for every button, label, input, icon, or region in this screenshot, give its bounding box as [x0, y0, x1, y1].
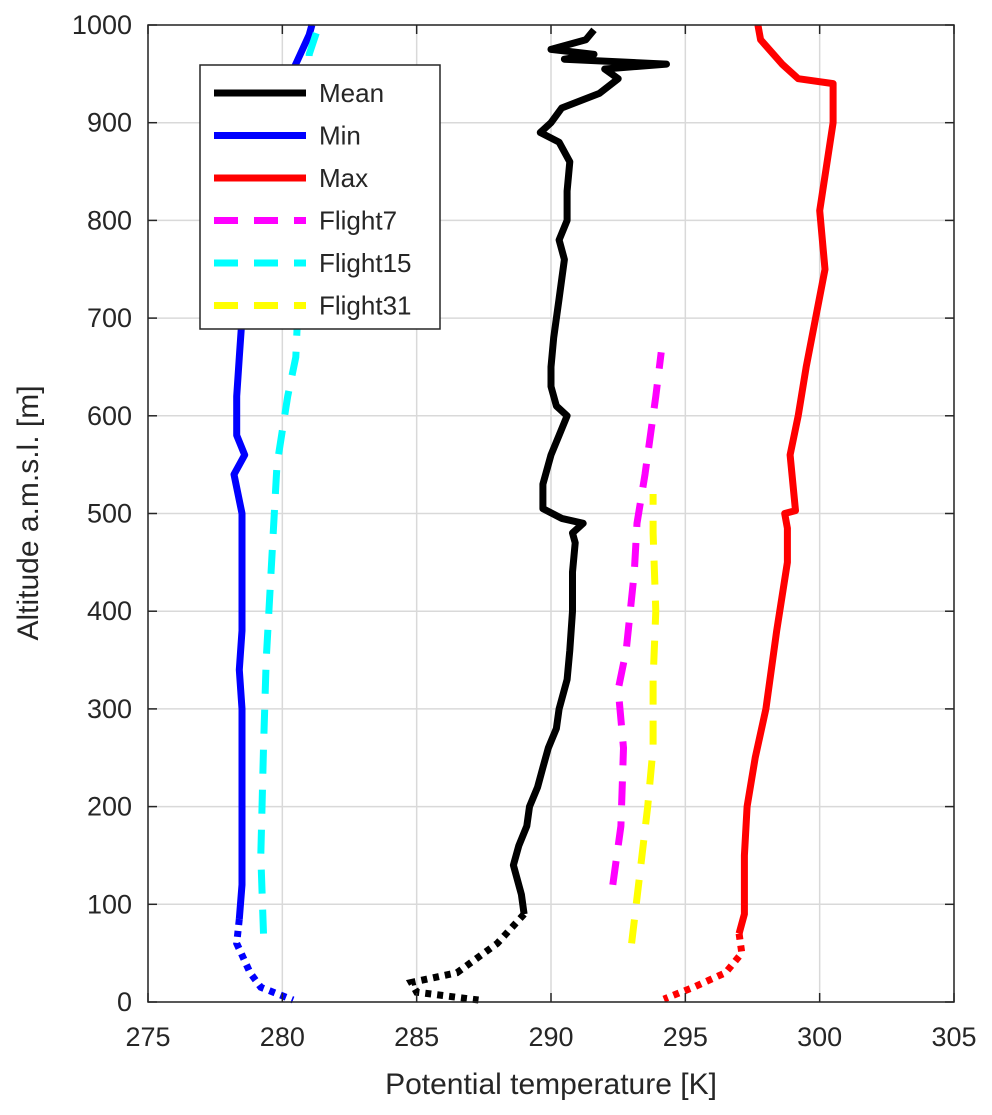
y-tick-labels: 0 100 200 300 400 500 600 700 800 900 1000	[72, 10, 132, 1017]
legend-box	[199, 64, 441, 330]
x-tick-label: 285	[394, 1022, 439, 1052]
legend-label-flight31: Flight31	[319, 291, 412, 321]
tick-marks	[147, 24, 955, 1003]
x-tick-label: 280	[260, 1022, 305, 1052]
legend-label-mean: Mean	[319, 78, 384, 108]
x-tick-label: 300	[797, 1022, 842, 1052]
x-tick-label: 305	[931, 1022, 976, 1052]
x-tick-label: 290	[528, 1022, 573, 1052]
y-tick-label: 1000	[72, 10, 132, 40]
series-line-flight31	[628, 494, 660, 944]
y-tick-label: 600	[87, 401, 132, 431]
y-axis-label: Altitude a.m.s.l. [m]	[12, 385, 45, 640]
x-tick-labels: 275 280 285 290 295 300 305	[125, 1022, 976, 1052]
legend-label-flight7: Flight7	[319, 206, 397, 236]
y-tick-label: 800	[87, 205, 132, 235]
y-tick-label: 400	[87, 596, 132, 626]
y-tick-label: 700	[87, 303, 132, 333]
near-surface-dotted-line	[662, 933, 746, 1003]
x-axis-label: Potential temperature [K]	[385, 1068, 717, 1101]
series-line-mean	[509, 27, 670, 915]
legend: Mean Min Max Flight7 Flight15 Flight31	[199, 64, 441, 330]
legend-label-max: Max	[319, 163, 368, 193]
y-tick-label: 100	[87, 889, 132, 919]
y-tick-label: 0	[117, 987, 132, 1017]
near-surface-dotted-line	[233, 918, 295, 1004]
near-surface-dotted-line	[405, 911, 527, 1004]
y-tick-label: 200	[87, 792, 132, 822]
x-tick-label: 295	[663, 1022, 708, 1052]
y-tick-label: 500	[87, 499, 132, 529]
legend-label-flight15: Flight15	[319, 248, 412, 278]
legend-label-min: Min	[319, 121, 361, 151]
series-line-max	[735, 24, 837, 935]
y-tick-label: 300	[87, 694, 132, 724]
x-tick-label: 275	[125, 1022, 170, 1052]
y-tick-label: 900	[87, 108, 132, 138]
